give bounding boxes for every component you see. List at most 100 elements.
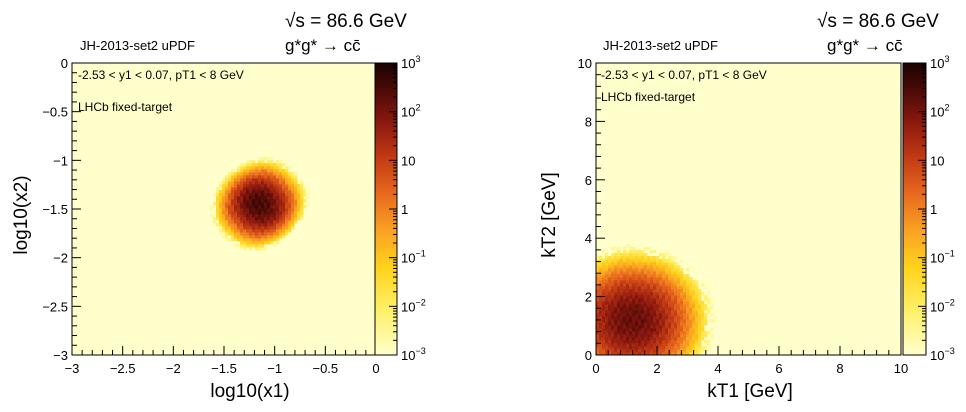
heatmap-cell — [243, 232, 247, 236]
heatmap-cell — [596, 352, 600, 356]
heatmap-cell — [623, 310, 627, 314]
heatmap-cell — [665, 283, 669, 287]
heatmap-cell — [222, 214, 226, 218]
heatmap-cell — [650, 346, 654, 350]
heatmap-cell — [686, 307, 690, 311]
heatmap-cell — [237, 244, 241, 248]
heatmap-cell — [680, 283, 684, 287]
heatmap-cell — [707, 346, 711, 350]
heatmap-cell — [276, 166, 280, 170]
heatmap-cell — [249, 178, 253, 182]
heatmap-cell — [635, 304, 639, 308]
heatmap-cell — [656, 325, 660, 329]
heatmap-cell — [267, 175, 271, 179]
heatmap-cell — [704, 298, 708, 302]
heatmap-cell — [294, 208, 298, 212]
heatmap-cell — [632, 343, 636, 347]
heatmap-cell — [689, 319, 693, 323]
heatmap-cell — [596, 253, 600, 257]
heatmap-cell — [704, 316, 708, 320]
heatmap-cell — [650, 286, 654, 290]
heatmap-cell — [602, 340, 606, 344]
heatmap-cell — [599, 280, 603, 284]
heatmap-cell — [620, 334, 624, 338]
heatmap-cell — [647, 325, 651, 329]
heatmap-cell — [261, 157, 265, 161]
heatmap-cell — [611, 325, 615, 329]
heatmap-cell — [279, 163, 283, 167]
heatmap-cell — [279, 235, 283, 239]
heatmap-cell — [620, 313, 624, 317]
heatmap-cell — [650, 325, 654, 329]
x-tick-label: 0 — [592, 361, 599, 376]
heatmap-cell — [647, 349, 651, 353]
heatmap-cell — [264, 247, 268, 251]
heatmap-cell — [596, 337, 600, 341]
heatmap-cell — [677, 346, 681, 350]
heatmap-cell — [677, 256, 681, 260]
heatmap-cell — [243, 235, 247, 239]
heatmap-cell — [683, 340, 687, 344]
heatmap-cell — [698, 310, 702, 314]
heatmap-cell — [626, 319, 630, 323]
y-tick-label: −3 — [53, 348, 68, 363]
heatmap-cell — [306, 202, 310, 206]
heatmap-cell — [605, 274, 609, 278]
heatmap-cell — [599, 289, 603, 293]
heatmap-cell — [647, 262, 651, 266]
heatmap-cell — [629, 292, 633, 296]
heatmap-cell — [276, 196, 280, 200]
heatmap-cell — [276, 160, 280, 164]
heatmap-cell — [713, 322, 717, 326]
heatmap-cell — [285, 169, 289, 173]
heatmap-cell — [608, 268, 612, 272]
heatmap-cell — [680, 289, 684, 293]
heatmap-cell — [611, 313, 615, 317]
heatmap-cell — [240, 187, 244, 191]
heatmap-cell — [641, 286, 645, 290]
heatmap-cell — [270, 190, 274, 194]
heatmap-cell — [614, 337, 618, 341]
heatmap-cell — [662, 280, 666, 284]
heatmap-cell — [632, 277, 636, 281]
heatmap-cell — [677, 316, 681, 320]
heatmap-cell — [626, 253, 630, 257]
heatmap-cell — [689, 301, 693, 305]
heatmap-cell — [294, 172, 298, 176]
heatmap-cell — [662, 268, 666, 272]
heatmap-cell — [668, 325, 672, 329]
heatmap-cell — [644, 247, 648, 251]
heatmap-cell — [246, 196, 250, 200]
heatmap-cell — [695, 352, 699, 356]
heatmap-cell — [270, 199, 274, 203]
heatmap-cell — [698, 340, 702, 344]
heatmap-cell — [683, 316, 687, 320]
heatmap-cell — [668, 274, 672, 278]
heatmap-cell — [665, 289, 669, 293]
heatmap-cell — [623, 304, 627, 308]
heatmap-cell — [234, 208, 238, 212]
heatmap-cell — [653, 283, 657, 287]
heatmap-cell — [605, 268, 609, 272]
heatmap-cell — [261, 205, 265, 209]
heatmap-cell — [252, 229, 256, 233]
heatmap-cell — [255, 217, 259, 221]
heatmap-cell — [267, 196, 271, 200]
heatmap-cell — [282, 178, 286, 182]
heatmap-cell — [608, 322, 612, 326]
heatmap-cell — [653, 265, 657, 269]
heatmap-cell — [252, 193, 256, 197]
heatmap-cell — [267, 184, 271, 188]
heatmap-cell — [240, 175, 244, 179]
heatmap-cell — [285, 223, 289, 227]
heatmap-cell — [698, 307, 702, 311]
heatmap-cell — [674, 313, 678, 317]
heatmap-cell — [650, 352, 654, 356]
heatmap-cell — [285, 211, 289, 215]
heatmap-cell — [288, 193, 292, 197]
heatmap-cell — [285, 178, 289, 182]
heatmap-cell — [608, 331, 612, 335]
heatmap-cell — [671, 307, 675, 311]
heatmap-cell — [267, 193, 271, 197]
